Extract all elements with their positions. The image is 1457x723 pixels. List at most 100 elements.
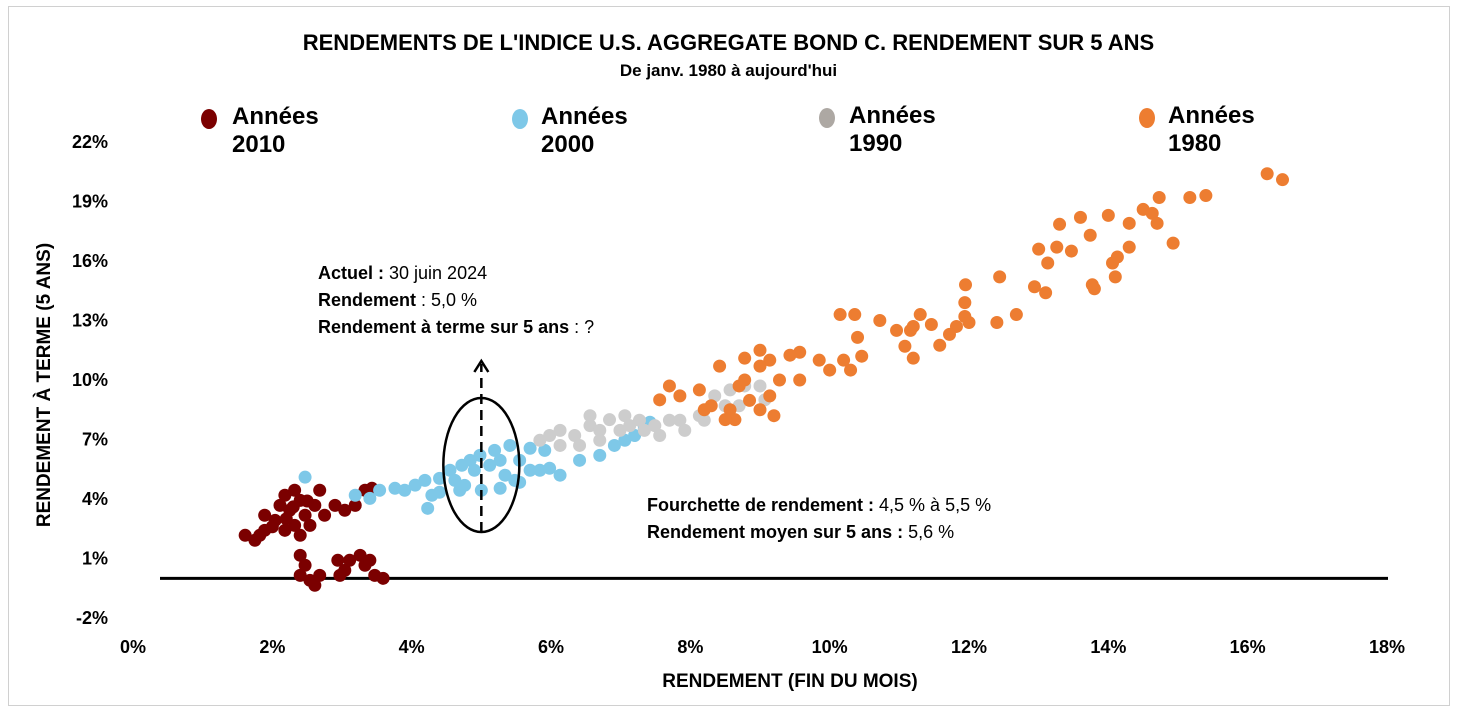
data-point-1980 bbox=[1260, 167, 1274, 181]
data-point-1980 bbox=[959, 278, 973, 292]
data-point-2010 bbox=[293, 548, 307, 562]
data-point-1990 bbox=[708, 389, 722, 403]
data-point-2000 bbox=[498, 468, 512, 482]
data-point-1980 bbox=[851, 330, 865, 344]
data-point-1980 bbox=[855, 349, 869, 363]
data-point-1980 bbox=[738, 351, 752, 365]
y-tick-label: 13% bbox=[72, 311, 108, 331]
data-point-1980 bbox=[753, 343, 767, 357]
data-point-2010 bbox=[348, 498, 362, 512]
data-point-1980 bbox=[1053, 217, 1067, 231]
data-point-2010 bbox=[238, 528, 252, 542]
data-point-1980 bbox=[1150, 216, 1164, 230]
data-point-2000 bbox=[418, 473, 432, 487]
data-point-1990 bbox=[753, 379, 767, 393]
data-point-1980 bbox=[1073, 210, 1087, 224]
data-point-1980 bbox=[1276, 173, 1289, 187]
data-point-1980 bbox=[1032, 242, 1046, 256]
data-point-1980 bbox=[958, 296, 972, 310]
data-point-1990 bbox=[678, 423, 692, 437]
data-point-1990 bbox=[618, 409, 632, 423]
data-point-2010 bbox=[278, 488, 292, 502]
data-point-2010 bbox=[303, 518, 317, 532]
data-point-2010 bbox=[313, 568, 327, 582]
data-point-2010 bbox=[279, 512, 293, 526]
data-point-1990 bbox=[632, 413, 646, 427]
data-point-1980 bbox=[1145, 206, 1159, 220]
data-point-1990 bbox=[673, 413, 687, 427]
x-tick-label: 8% bbox=[677, 637, 703, 657]
data-point-2000 bbox=[467, 463, 481, 477]
data-point-2000 bbox=[593, 448, 607, 462]
data-point-2000 bbox=[488, 443, 502, 457]
data-point-1990 bbox=[553, 438, 567, 452]
y-tick-label: 1% bbox=[82, 549, 108, 569]
x-tick-label: 6% bbox=[538, 637, 564, 657]
annotation-value: 30 juin 2024 bbox=[384, 263, 488, 283]
data-point-1980 bbox=[890, 323, 904, 337]
data-point-2000 bbox=[298, 470, 312, 484]
data-point-1980 bbox=[738, 373, 752, 387]
chart-title: RENDEMENTS DE L'INDICE U.S. AGGREGATE BO… bbox=[302, 30, 1155, 55]
data-point-1980 bbox=[1166, 236, 1180, 250]
data-point-1980 bbox=[1050, 240, 1064, 254]
data-point-1980 bbox=[728, 413, 742, 427]
data-point-2000 bbox=[373, 483, 387, 497]
data-point-2000 bbox=[463, 453, 477, 467]
data-point-2010 bbox=[333, 568, 347, 582]
data-point-2010 bbox=[298, 508, 312, 522]
data-point-1980 bbox=[1152, 191, 1166, 205]
data-point-2010 bbox=[273, 498, 287, 512]
data-point-1980 bbox=[793, 345, 807, 359]
data-point-2000 bbox=[618, 433, 632, 447]
data-point-1980 bbox=[773, 373, 787, 387]
y-tick-label: 10% bbox=[72, 370, 108, 390]
data-point-1980 bbox=[844, 363, 858, 377]
data-point-1990 bbox=[648, 419, 662, 433]
data-point-1980 bbox=[743, 393, 757, 407]
data-point-2000 bbox=[523, 463, 537, 477]
data-point-2010 bbox=[253, 528, 267, 542]
annotation-value: 4,5 % à 5,5 % bbox=[874, 495, 992, 515]
annotation-label: Fourchette de rendement : bbox=[647, 495, 875, 515]
data-point-1980 bbox=[837, 353, 851, 367]
data-point-2010 bbox=[308, 578, 322, 592]
data-point-2000 bbox=[433, 485, 447, 499]
data-point-2000 bbox=[553, 468, 567, 482]
data-point-1990 bbox=[573, 438, 587, 452]
data-point-1990 bbox=[593, 423, 607, 437]
data-point-1990 bbox=[583, 409, 597, 423]
data-point-1980 bbox=[1009, 308, 1023, 322]
annotation-label: Rendement bbox=[318, 290, 417, 310]
data-point-2000 bbox=[363, 491, 377, 505]
data-point-2010 bbox=[313, 483, 327, 497]
data-point-2010 bbox=[328, 498, 342, 512]
range-annotation: Fourchette de rendement : 4,5 % à 5,5 % … bbox=[647, 492, 991, 546]
data-point-1980 bbox=[906, 351, 920, 365]
legend-label: Années bbox=[1168, 102, 1255, 129]
y-tick-label: 22% bbox=[72, 132, 108, 152]
data-point-1990 bbox=[533, 433, 547, 447]
data-point-2010 bbox=[265, 520, 279, 534]
data-point-1980 bbox=[962, 315, 976, 329]
data-point-1980 bbox=[942, 327, 956, 341]
chart-frame bbox=[8, 6, 1450, 706]
data-point-1980 bbox=[903, 323, 917, 337]
data-point-1980 bbox=[793, 373, 807, 387]
data-point-1980 bbox=[713, 359, 727, 373]
annotation-label: Rendement moyen sur 5 ans : bbox=[647, 522, 904, 542]
data-point-1980 bbox=[763, 389, 777, 403]
data-point-1990 bbox=[593, 433, 607, 447]
data-point-1980 bbox=[1039, 286, 1053, 300]
x-tick-label: 4% bbox=[399, 637, 425, 657]
data-point-1980 bbox=[653, 393, 667, 407]
data-point-1980 bbox=[898, 339, 912, 353]
data-point-2000 bbox=[533, 463, 547, 477]
data-point-2010 bbox=[278, 523, 292, 537]
x-tick-label: 10% bbox=[812, 637, 848, 657]
annotation-label: Actuel : bbox=[318, 263, 385, 283]
data-point-2000 bbox=[543, 461, 557, 475]
data-point-2010 bbox=[343, 553, 357, 567]
data-point-2000 bbox=[421, 501, 435, 515]
x-tick-label: 14% bbox=[1090, 637, 1126, 657]
